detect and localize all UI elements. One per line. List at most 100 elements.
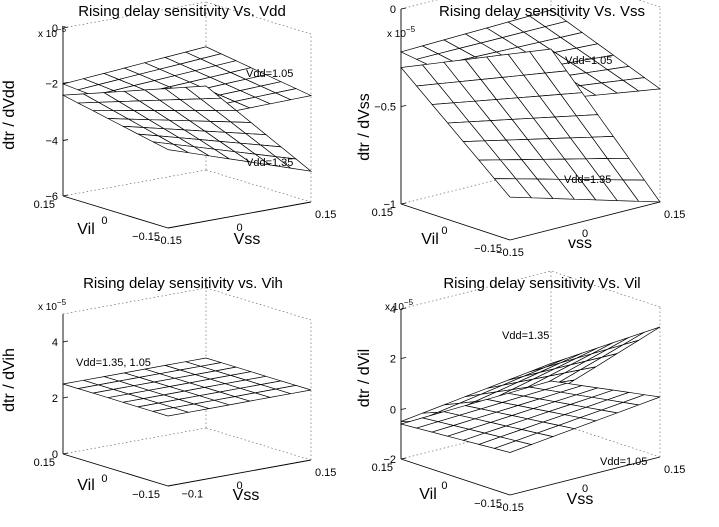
exponent-label: x 10−5 <box>38 298 67 313</box>
z-tick-label: 2 <box>390 354 396 366</box>
z-tick-mark <box>400 105 407 107</box>
y-axis-line <box>400 458 511 496</box>
y-tick-label: 0 <box>441 480 447 492</box>
y-tick-label: −0.15 <box>132 231 160 243</box>
y-tick-label: −0.15 <box>474 243 502 255</box>
z-tick-label: 0 <box>390 4 396 16</box>
back-top-edge <box>62 1 207 29</box>
back-top-edge <box>550 270 661 308</box>
x-axis-label: Vss <box>234 231 261 248</box>
z-tick-label: −1 <box>383 199 396 211</box>
y-tick-label: 0.15 <box>34 457 55 469</box>
y-tick-label: −0.15 <box>132 489 160 501</box>
z-tick-mark <box>400 7 407 10</box>
surface-annotation: Vdd=1.35, 1.05 <box>76 357 151 369</box>
surface-1-cell <box>622 326 661 346</box>
surface-annotation: Vdd=1.35 <box>564 174 611 186</box>
z-tick-mark <box>400 307 407 310</box>
back-floor-edge <box>62 427 207 455</box>
z-tick-mark <box>62 194 69 197</box>
chart-title: Rising delay sensitivity vs. Vih <box>83 275 283 292</box>
back-floor-edge <box>62 169 207 197</box>
x-tick-label: 0 <box>582 483 588 495</box>
y-tick-label: 0 <box>101 473 107 485</box>
z-axis-label: dtr / dVss <box>356 93 373 161</box>
z-tick-label: 0 <box>52 449 58 461</box>
surface-annotation: Vdd=1.05 <box>565 55 612 67</box>
x-axis-line <box>167 459 312 487</box>
z-tick-mark <box>62 396 69 399</box>
y-tick-label: 0 <box>101 215 107 227</box>
z-tick-label: 2 <box>52 393 58 405</box>
y-axis-label: Vil <box>77 221 95 238</box>
exponent-label: x 10−5 <box>387 25 416 40</box>
x-tick-label: −0.15 <box>496 502 524 514</box>
x-tick-label: 0 <box>236 222 242 234</box>
surface-2-cell <box>152 141 189 154</box>
back-top-edge <box>205 287 312 321</box>
y-axis-label: Vil <box>77 477 95 494</box>
z-tick-mark <box>400 408 407 410</box>
x-axis-label: Vss <box>233 487 260 504</box>
surface-1-cell <box>152 407 189 417</box>
x-axis-label: vss <box>568 235 592 252</box>
back-top-edge <box>400 270 552 310</box>
z-tick-label: −4 <box>45 136 58 148</box>
z-axis-label: dtr / dVil <box>356 349 373 407</box>
x-axis-line <box>509 456 661 496</box>
z-tick-mark <box>400 202 407 205</box>
y-axis-line <box>62 195 169 229</box>
x-tick-label: 0.15 <box>315 209 336 221</box>
z-tick-mark <box>62 82 69 84</box>
y-axis-label: Vil <box>421 231 439 248</box>
y-tick-label: 0.15 <box>34 199 55 211</box>
x-tick-label: 0.15 <box>664 209 685 221</box>
y-tick-label: −0.15 <box>474 498 502 510</box>
y-tick-label: 0 <box>441 225 447 237</box>
surface-annotation: Vdd=1.05 <box>600 456 647 468</box>
x-tick-label: 0 <box>582 228 588 240</box>
z-axis-label: dtr / dVdd <box>1 80 18 149</box>
surface-annotation: Vdd=1.35 <box>246 157 293 169</box>
z-tick-label: 0 <box>390 405 396 417</box>
back-top-edge <box>62 287 207 315</box>
x-tick-label: 0.15 <box>315 467 336 479</box>
z-tick-label: −6 <box>45 191 58 203</box>
x-axis-line <box>509 201 661 241</box>
exponent-label: x 10−5 <box>385 298 414 313</box>
z-tick-label: −2 <box>45 78 58 90</box>
y-axis-line <box>400 203 511 241</box>
z-tick-mark <box>62 452 69 455</box>
back-floor-edge <box>205 427 312 461</box>
chart-title: Rising delay sensitivity Vs. Vss <box>439 3 645 20</box>
y-tick-label: 0.15 <box>372 462 393 474</box>
back-floor-edge <box>205 169 312 203</box>
z-tick-mark <box>62 340 69 343</box>
back-floor-edge <box>550 420 661 458</box>
x-axis-line <box>167 201 312 229</box>
z-tick-mark <box>62 139 69 141</box>
surface-2-cell <box>493 178 533 199</box>
chart-title: Rising delay sensitivity Vs. Vil <box>443 275 640 292</box>
z-axis-label: dtr / dVih <box>1 348 18 412</box>
z-tick-label: −0.5 <box>374 102 396 114</box>
x-tick-label: −0.15 <box>496 247 524 259</box>
exponent-label: x 10−5 <box>38 25 67 40</box>
surface-annotation: Vdd=1.35 <box>502 330 549 342</box>
surface-2-cell <box>493 440 533 453</box>
x-tick-label: 0 <box>236 480 242 492</box>
z-tick-label: 4 <box>390 304 396 316</box>
y-axis-label: Vil <box>419 486 437 503</box>
x-tick-label: 0.15 <box>664 464 685 476</box>
z-tick-mark <box>400 457 407 460</box>
x-axis-label: Vss <box>567 491 594 508</box>
z-tick-label: −2 <box>383 454 396 466</box>
y-tick-label: 0.15 <box>372 207 393 219</box>
x-tick-label: −0.1 <box>181 489 203 501</box>
z-tick-label: 4 <box>52 337 58 349</box>
